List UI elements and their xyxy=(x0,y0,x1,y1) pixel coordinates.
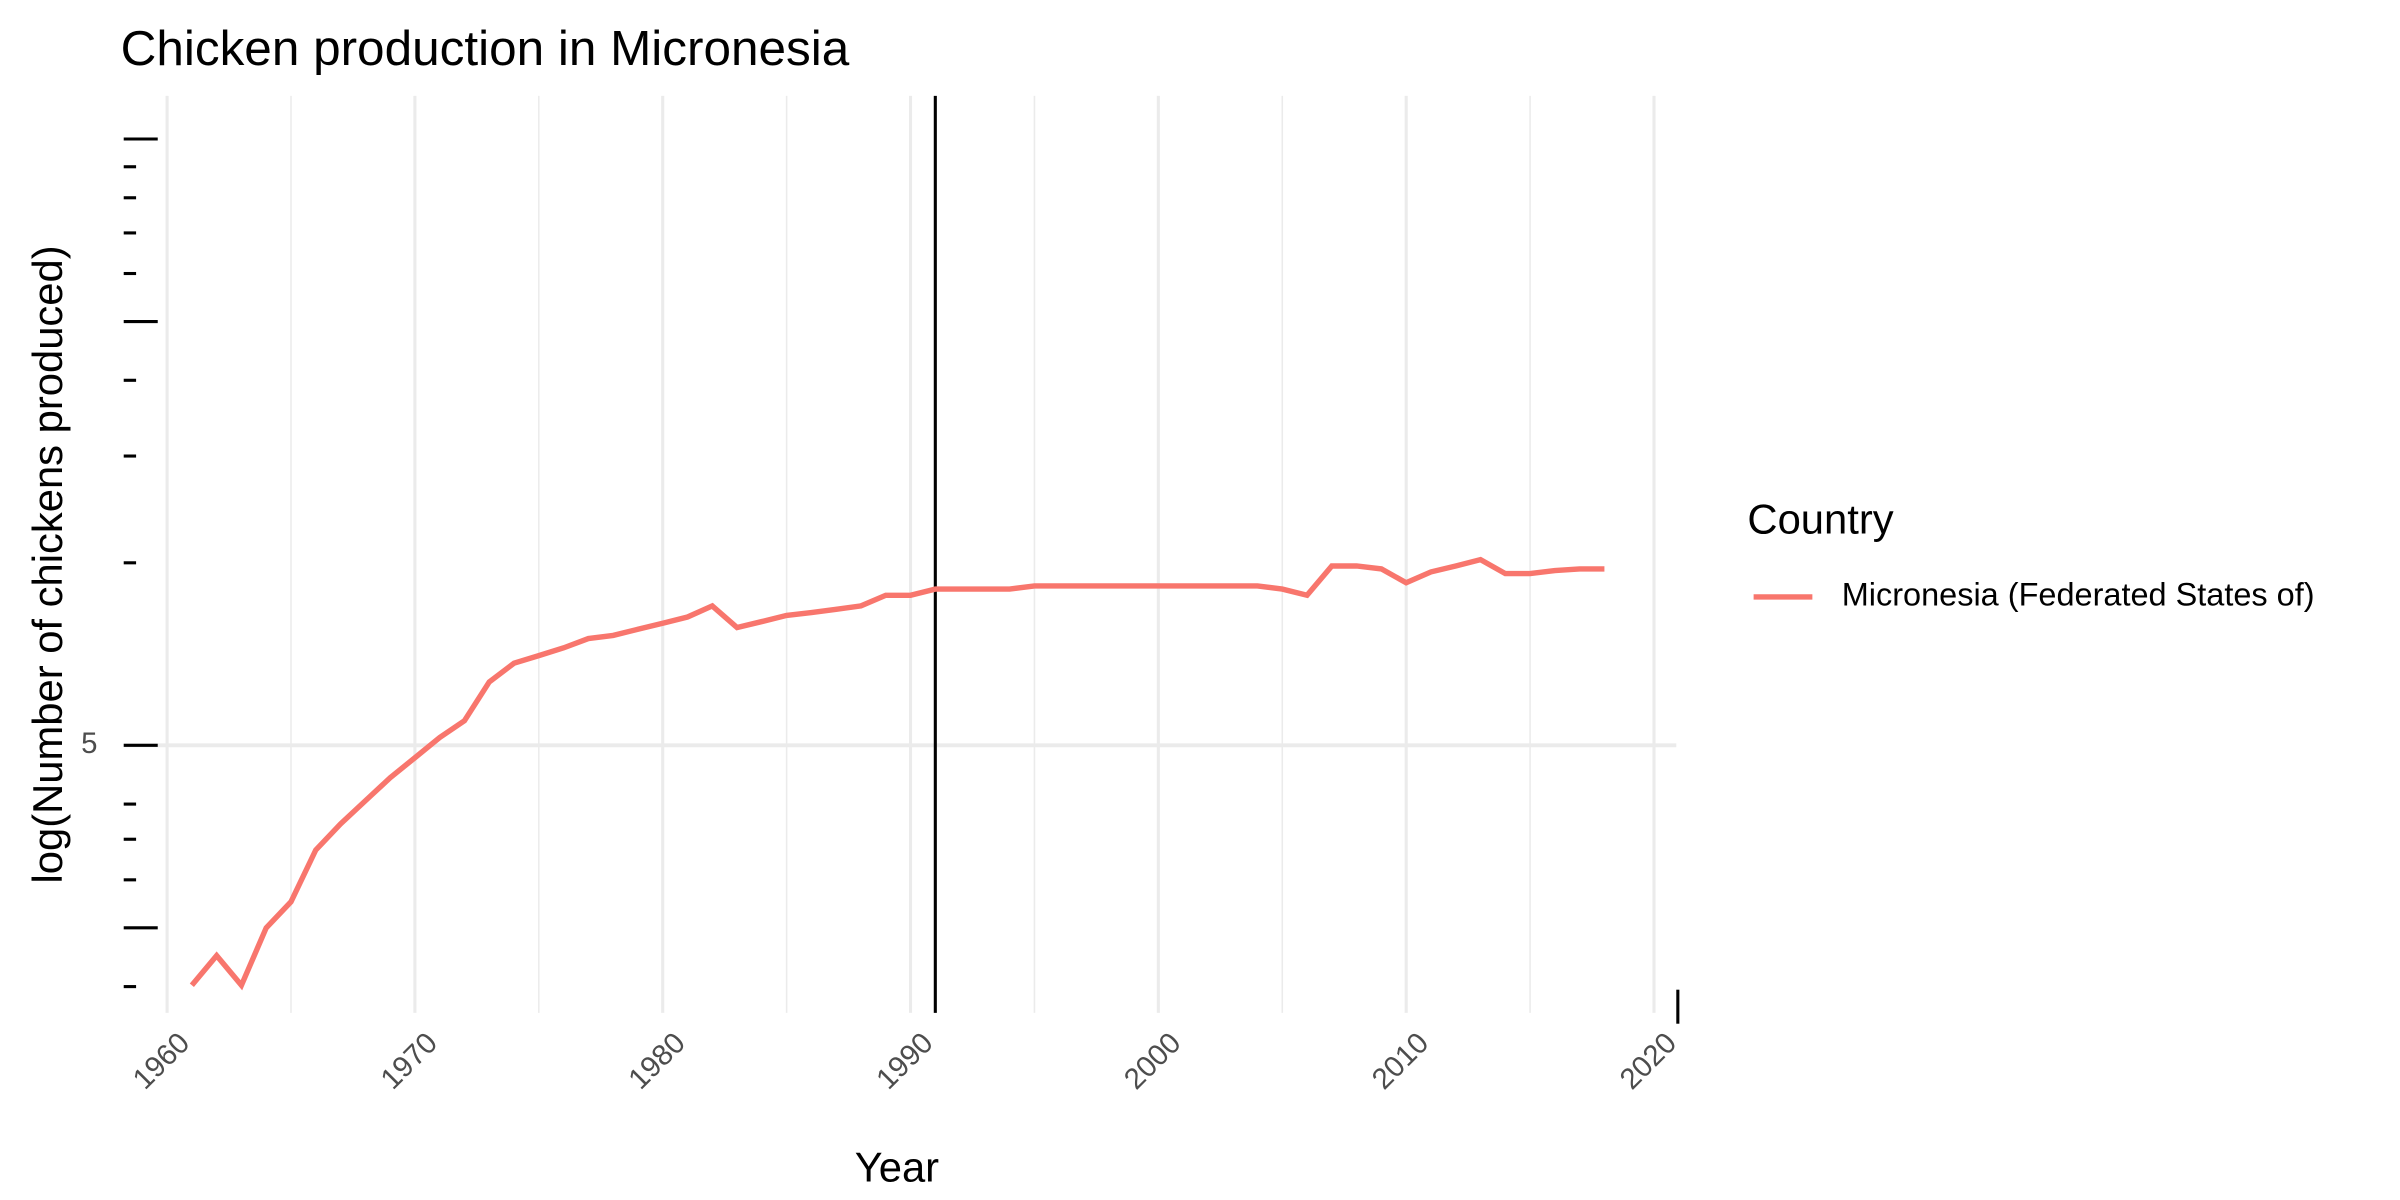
x-tick-label: 1990 xyxy=(870,1026,940,1096)
y-tick-label: 5 xyxy=(81,727,97,760)
x-tick-label: 2000 xyxy=(1118,1026,1188,1096)
data-line xyxy=(189,556,1605,991)
x-tick-label: 1970 xyxy=(374,1026,444,1096)
y-axis-title: log(Number of chickens produced) xyxy=(24,245,71,883)
x-tick-label: 2010 xyxy=(1366,1026,1436,1096)
chart-title: Chicken production in Micronesia xyxy=(121,21,850,76)
x-axis-title: Year xyxy=(855,1143,939,1190)
x-tick-label: 1960 xyxy=(127,1026,197,1096)
legend-title: Country xyxy=(1747,496,1893,543)
x-tick-label: 1980 xyxy=(622,1026,692,1096)
legend-label: Micronesia (Federated States of) xyxy=(1842,576,2315,612)
x-tick-label: 2020 xyxy=(1613,1026,1683,1096)
